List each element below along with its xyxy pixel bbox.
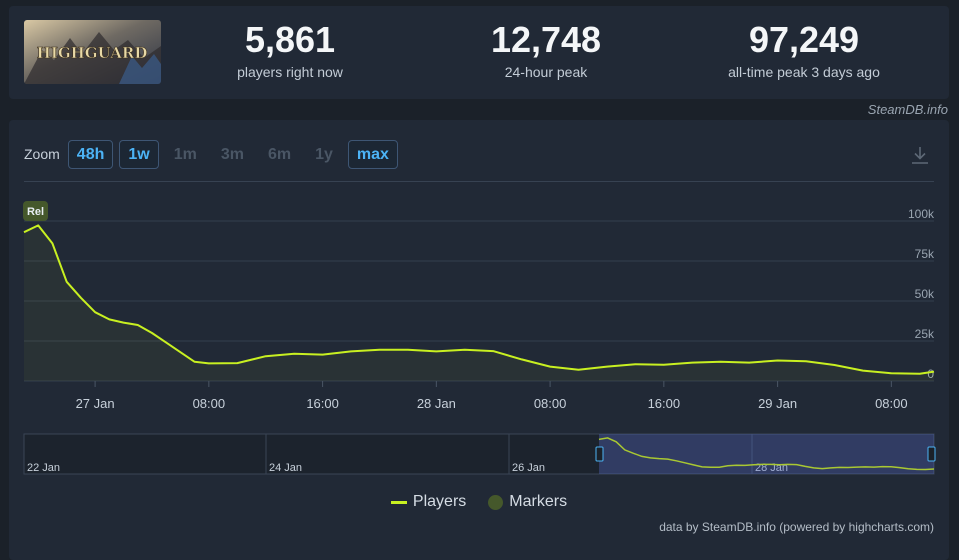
chart-panel: Zoom 48h 1w 1m 3m 6m 1y max 0 25k 50k 75k 10… — [9, 120, 949, 560]
player-chart[interactable]: 0 25k 50k 75k 100k 27 Jan 08:00 16:00 28 Jan 08:0… — [9, 120, 949, 490]
zoom-controls: Zoom 48h 1w 1m 3m 6m 1y max — [24, 139, 404, 169]
stat-current-label: players right now — [237, 64, 343, 80]
x-tick-label: 08:00 — [193, 396, 226, 411]
x-tick-label: 08:00 — [534, 396, 567, 411]
zoom-3m-button[interactable]: 3m — [220, 145, 244, 163]
legend-players-label: Players — [412, 493, 467, 510]
y-tick-label: 25k — [915, 327, 935, 341]
players-area — [24, 225, 934, 381]
legend-players-swatch — [390, 500, 407, 504]
players-line — [23, 224, 935, 375]
release-marker — [23, 201, 48, 221]
navigator-label: 24 Jan — [269, 462, 302, 474]
data-credit[interactable]: data by SteamDB.info (powered by highcha… — [659, 520, 934, 534]
navigator-handle-left[interactable] — [595, 446, 604, 462]
release-marker-label: Rel — [27, 206, 44, 218]
x-tick-label: 08:00 — [875, 396, 908, 411]
navigator-handle-right[interactable] — [927, 446, 936, 462]
legend-markers-label: Markers — [509, 493, 568, 510]
game-title-art: HIGHGUARD — [37, 44, 148, 62]
stat-alltime-peak-label[interactable]: all-time peak 3 days ago — [728, 64, 880, 80]
x-tick-label: 27 Jan — [76, 396, 115, 411]
stats-bar: HIGHGUARD 5,861 players right now 12,748… — [9, 6, 949, 99]
y-tick-label: 100k — [908, 207, 935, 221]
y-tick-label: 0 — [927, 367, 934, 381]
navigator-label: 26 Jan — [512, 462, 545, 474]
zoom-1w-button[interactable]: 1w — [119, 139, 159, 169]
stat-alltime-peak: 97,249 all-time peak 3 days ago — [704, 19, 904, 81]
legend-markers[interactable]: Markers — [488, 493, 567, 511]
navigator-selection — [599, 434, 934, 474]
y-tick-label: 75k — [915, 247, 935, 261]
steamdb-credit[interactable]: SteamDB.info — [867, 102, 948, 117]
game-thumbnail[interactable]: HIGHGUARD — [24, 20, 161, 84]
navigator — [23, 433, 935, 475]
x-tick-label: 29 Jan — [758, 396, 797, 411]
navigator-series — [598, 437, 935, 471]
legend-markers-swatch — [488, 494, 504, 510]
legend-players[interactable]: Players — [390, 493, 467, 511]
zoom-max-button[interactable]: max — [347, 139, 398, 169]
stat-24h-peak-label: 24-hour peak — [504, 64, 588, 80]
stat-24h-peak: 12,748 24-hour peak — [466, 19, 626, 81]
zoom-48h-button[interactable]: 48h — [67, 139, 114, 169]
stat-alltime-peak-value: 97,249 — [748, 19, 860, 60]
stat-24h-peak-value: 12,748 — [490, 19, 602, 60]
stat-current: 5,861 players right now — [210, 19, 370, 81]
y-tick-label: 50k — [915, 287, 935, 301]
zoom-1m-button[interactable]: 1m — [173, 145, 197, 163]
zoom-1y-button[interactable]: 1y — [315, 145, 333, 163]
stat-current-value: 5,861 — [244, 19, 336, 60]
x-tick-label: 16:00 — [306, 396, 339, 411]
x-tick-label: 28 Jan — [417, 396, 456, 411]
download-icon[interactable] — [910, 145, 930, 170]
zoom-label: Zoom — [24, 146, 60, 162]
chart-legend: Players Markers — [9, 493, 949, 511]
x-tick-label: 16:00 — [648, 396, 681, 411]
navigator-label: 22 Jan — [27, 462, 60, 474]
toolbar-divider — [24, 181, 934, 182]
zoom-6m-button[interactable]: 6m — [267, 145, 292, 163]
